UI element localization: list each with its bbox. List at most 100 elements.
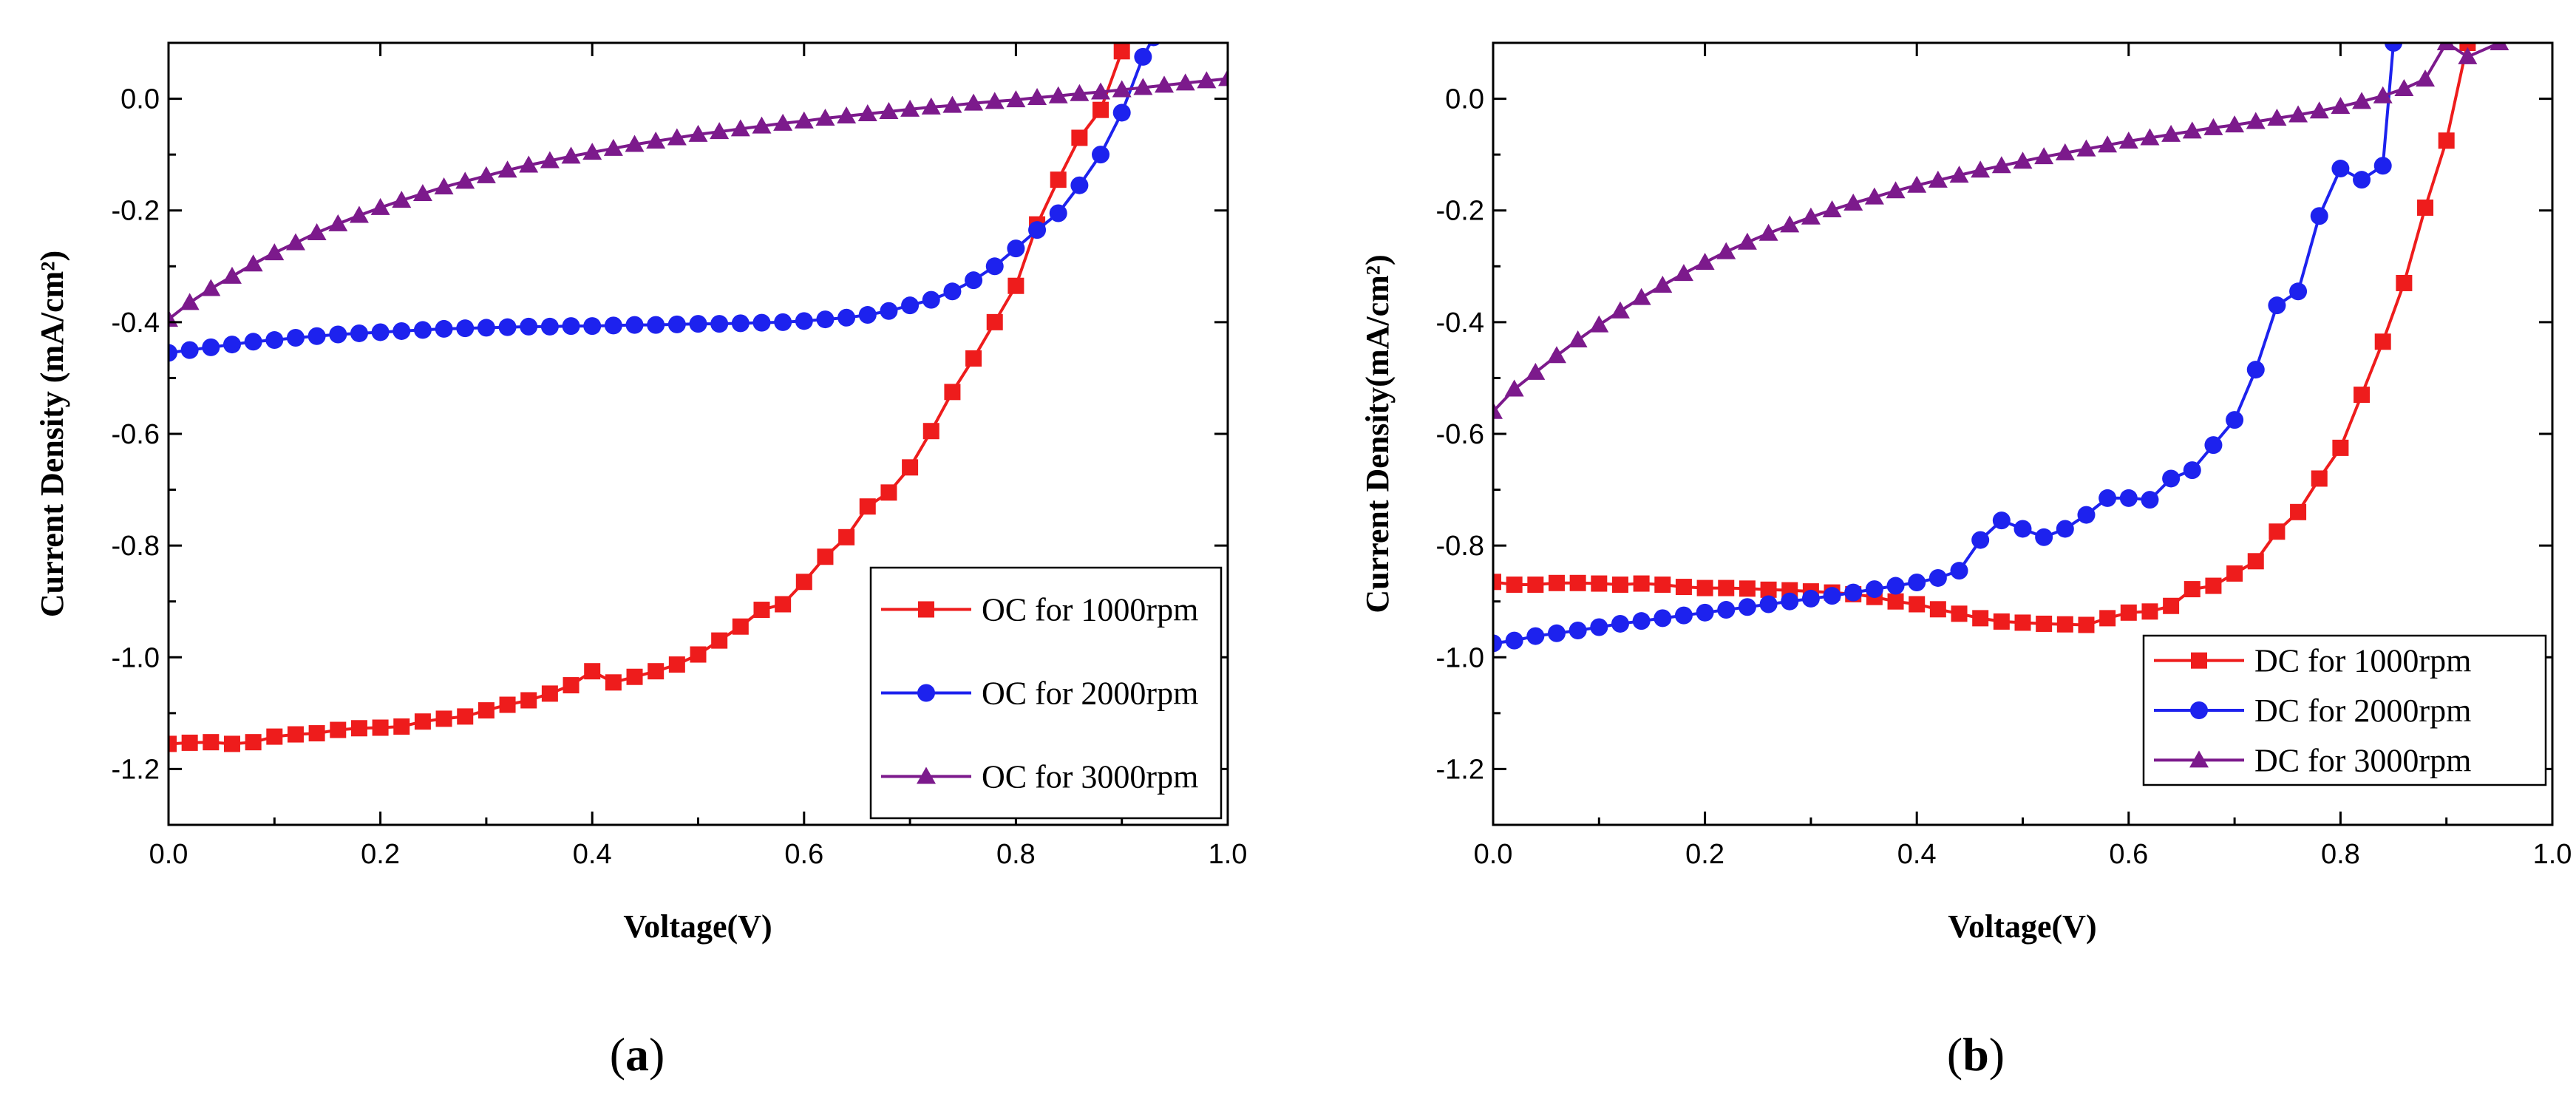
- data-point-b-3-14: [1758, 223, 1778, 241]
- data-point-b-2-31: [2119, 489, 2138, 507]
- data-point-b-1-45: [2417, 199, 2434, 216]
- data-point-b-3-42: [2352, 92, 2372, 109]
- data-point-a-1-31: [795, 574, 812, 591]
- x-tick-label-a-3: 0.4: [573, 839, 612, 870]
- data-point-a-3-18: [519, 155, 539, 173]
- data-point-a-1-28: [732, 618, 749, 635]
- data-point-b-2-11: [1696, 603, 1714, 622]
- data-point-a-2-35: [880, 302, 898, 320]
- x-tick-label-a-4: 0.6: [784, 839, 823, 870]
- data-point-b-1-42: [2354, 387, 2371, 404]
- data-point-a-1-2: [181, 734, 198, 751]
- data-point-b-2-36: [2226, 411, 2244, 429]
- data-point-a-2-28: [731, 314, 750, 333]
- series-a-1: [169, 43, 1130, 752]
- x-tick-label-a-5: 0.8: [996, 839, 1036, 870]
- data-point-b-1-22: [1929, 601, 1946, 618]
- data-point-a-2-41: [1007, 239, 1025, 258]
- data-point-a-1-45: [1092, 101, 1109, 118]
- data-point-b-3-8: [1631, 288, 1651, 305]
- panel-label-b-open: (: [1947, 1028, 1962, 1081]
- data-point-a-1-14: [435, 710, 452, 727]
- data-point-a-3-49: [1175, 73, 1195, 91]
- data-point-b-3-24: [1971, 160, 1991, 178]
- data-point-a-3-31: [794, 111, 814, 129]
- data-point-b-2-42: [2353, 171, 2371, 189]
- data-point-b-3-22: [1928, 170, 1948, 188]
- data-point-b-1-47: [2459, 43, 2476, 51]
- data-point-a-1-3: [203, 734, 220, 751]
- data-point-b-1-33: [2163, 597, 2180, 614]
- data-point-b-3-15: [1780, 215, 1800, 233]
- data-point-b-2-26: [2013, 520, 2032, 538]
- panel-label-a-letter: a: [625, 1028, 649, 1081]
- y-tick-label-b-3: -0.8: [1436, 531, 1484, 562]
- legend-label-a-3: OC for 3000rpm: [982, 759, 1198, 795]
- data-point-a-2-14: [435, 319, 453, 338]
- data-point-a-2-38: [943, 282, 962, 301]
- data-point-a-2-23: [625, 316, 644, 334]
- x-tick-label-b-1: 0.0: [1474, 839, 1513, 870]
- data-point-a-3-13: [412, 184, 432, 202]
- data-point-a-2-29: [752, 313, 771, 332]
- data-point-b-3-12: [1716, 242, 1736, 259]
- x-tick-label-a-6: 1.0: [1209, 839, 1248, 870]
- data-point-b-2-4: [1547, 624, 1566, 642]
- data-point-a-1-46: [1113, 43, 1130, 60]
- data-point-a-1-18: [520, 692, 537, 709]
- data-point-a-1-38: [944, 384, 961, 401]
- data-point-b-2-2: [1505, 631, 1523, 650]
- data-point-b-1-21: [1909, 596, 1926, 613]
- data-point-b-2-27: [2035, 528, 2053, 546]
- data-point-b-2-8: [1632, 612, 1651, 630]
- data-point-a-2-11: [371, 323, 390, 341]
- data-point-b-3-1: [1493, 401, 1503, 419]
- data-point-a-2-19: [540, 317, 559, 336]
- data-point-a-3-26: [688, 124, 708, 142]
- data-point-b-1-5: [1569, 574, 1586, 591]
- data-point-a-1-35: [880, 484, 897, 501]
- data-point-b-2-15: [1781, 592, 1799, 611]
- data-point-b-3-48: [2490, 43, 2509, 50]
- data-point-a-2-4: [222, 336, 241, 354]
- data-point-a-3-19: [540, 151, 560, 169]
- data-point-a-1-8: [308, 725, 325, 742]
- axis-ticks-b: 0.0 0.2 0.4 0.6 0.8 1.0 -1.2 -1.0 -0.8 -0.6 -0.4 -0…: [1436, 43, 2572, 870]
- data-point-a-1-41: [1007, 277, 1024, 294]
- data-point-a-3-40: [985, 92, 1005, 109]
- data-point-b-3-34: [2182, 121, 2202, 139]
- data-point-a-1-15: [457, 708, 474, 725]
- data-point-b-1-9: [1654, 577, 1671, 594]
- y-tick-label-a-2: -1.0: [112, 642, 160, 673]
- data-point-a-3-22: [603, 138, 623, 156]
- series-line-b-3: [1493, 43, 2501, 413]
- data-point-b-3-18: [1843, 193, 1863, 211]
- data-point-b-1-14: [1760, 581, 1777, 598]
- data-point-a-3-48: [1155, 75, 1175, 93]
- data-point-b-3-40: [2309, 101, 2329, 119]
- series-a-2: [169, 43, 1161, 362]
- data-point-b-3-39: [2288, 105, 2308, 123]
- data-point-b-2-40: [2310, 207, 2328, 225]
- data-point-a-2-46: [1112, 103, 1131, 122]
- data-point-a-1-22: [605, 674, 622, 691]
- data-point-a-1-36: [902, 459, 919, 476]
- data-point-b-3-26: [2013, 152, 2033, 169]
- data-point-a-3-29: [752, 116, 772, 134]
- legend-label-a-1: OC for 1000rpm: [982, 592, 1198, 628]
- data-point-b-1-29: [2078, 616, 2095, 633]
- data-point-b-3-35: [2203, 118, 2223, 135]
- data-point-b-1-44: [2396, 274, 2413, 291]
- data-point-b-1-3: [1527, 577, 1544, 594]
- data-point-a-3-42: [1027, 88, 1047, 106]
- data-point-b-2-21: [1908, 574, 1926, 592]
- data-point-b-1-43: [2374, 333, 2391, 350]
- data-point-a-2-33: [837, 308, 856, 327]
- legend-marker-b-1: [2191, 652, 2207, 669]
- legend-marker-a-1: [918, 601, 934, 618]
- data-point-a-3-14: [434, 177, 454, 194]
- legend-label-b-2: DC for 2000rpm: [2254, 693, 2471, 729]
- data-point-b-1-40: [2311, 470, 2328, 487]
- data-point-a-3-11: [370, 197, 390, 215]
- data-point-a-3-21: [582, 143, 602, 160]
